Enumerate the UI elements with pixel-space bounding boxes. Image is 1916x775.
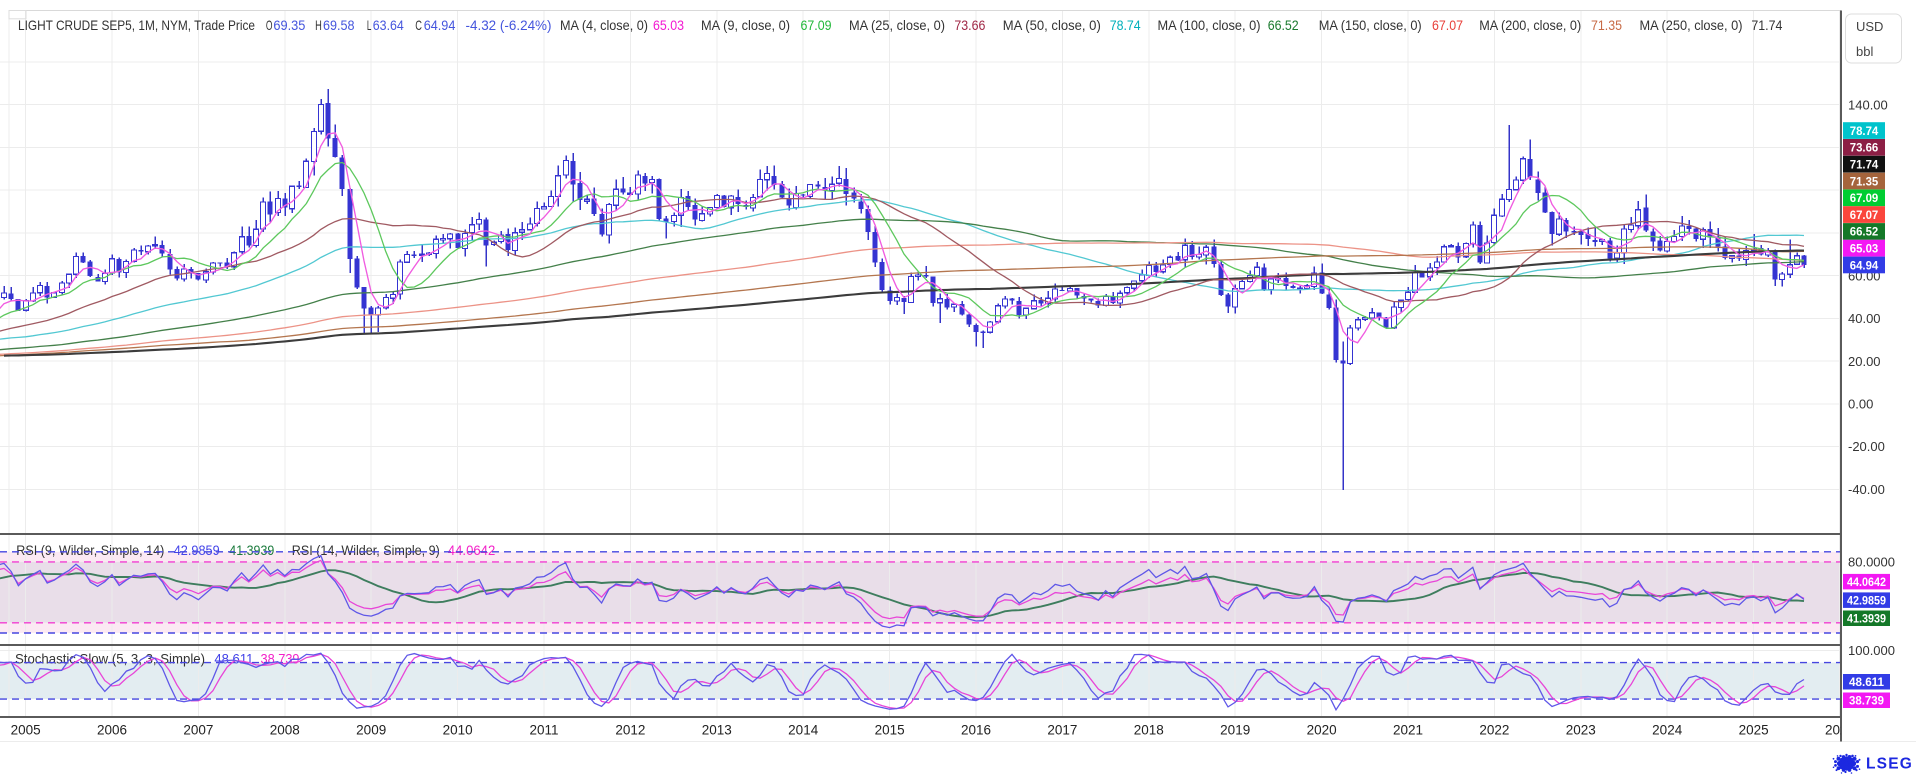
svg-text:71.74: 71.74 [1850,158,1879,172]
svg-text:71.35: 71.35 [1591,17,1622,33]
svg-text:2005: 2005 [11,723,41,738]
svg-text:LIGHT CRUDE SEP5, 1M, NYM, Tra: LIGHT CRUDE SEP5, 1M, NYM, Trade Price [18,17,255,33]
svg-text:38.739: 38.739 [1849,694,1884,708]
svg-text:71.35: 71.35 [1850,174,1879,188]
svg-text:100.000: 100.000 [1848,643,1895,658]
svg-text:2019: 2019 [1220,723,1250,738]
svg-text:Stochastic Slow (5, 3, 3, Simp: Stochastic Slow (5, 3, 3, Simple) [15,651,205,667]
svg-text:0.00: 0.00 [1848,397,1873,412]
svg-text:71.74: 71.74 [1751,17,1782,33]
svg-text:2020: 2020 [1307,723,1337,738]
svg-text:2026: 2026 [1825,723,1855,738]
svg-text:20.00: 20.00 [1848,354,1881,369]
svg-text:H: H [315,17,322,33]
svg-text:41.3939: 41.3939 [229,542,274,558]
svg-text:2007: 2007 [183,723,213,738]
svg-text:64.94: 64.94 [424,17,456,33]
svg-text:2012: 2012 [615,723,645,738]
svg-text:O: O [266,17,273,33]
svg-text:69.35: 69.35 [273,17,305,33]
svg-text:MA (4, close, 0): MA (4, close, 0) [560,17,648,33]
svg-text:RSI (9, Wilder, Simple, 14): RSI (9, Wilder, Simple, 14) [16,542,164,558]
svg-text:66.52: 66.52 [1850,225,1879,239]
svg-text:2014: 2014 [788,723,819,738]
svg-text:69.58: 69.58 [323,17,355,33]
svg-text:-40.00: -40.00 [1848,482,1885,497]
svg-text:78.74: 78.74 [1850,124,1879,138]
svg-text:73.66: 73.66 [954,17,985,33]
svg-text:2006: 2006 [97,723,127,738]
svg-text:140.00: 140.00 [1848,97,1888,112]
svg-text:2017: 2017 [1047,723,1077,738]
svg-text:RSI (14, Wilder, Simple, 9): RSI (14, Wilder, Simple, 9) [292,542,440,558]
svg-text:MA (25, close, 0): MA (25, close, 0) [849,17,945,33]
svg-text:80.0000: 80.0000 [1848,555,1895,570]
svg-text:MA (9, close, 0): MA (9, close, 0) [701,17,790,33]
svg-text:2016: 2016 [961,723,991,738]
svg-text:-20.00: -20.00 [1848,439,1885,454]
svg-text:2018: 2018 [1134,723,1164,738]
svg-text:LSEG: LSEG [1866,756,1913,773]
svg-text:2013: 2013 [702,723,732,738]
svg-text:64.94: 64.94 [1850,258,1879,272]
svg-text:63.64: 63.64 [373,17,404,33]
svg-text:65.03: 65.03 [653,17,684,33]
svg-text:2010: 2010 [443,723,473,738]
svg-text:MA (250, close, 0): MA (250, close, 0) [1640,17,1743,33]
svg-text:2015: 2015 [875,723,905,738]
svg-text:66.52: 66.52 [1268,17,1299,33]
svg-text:-4.32 (-6.24%): -4.32 (-6.24%) [466,17,552,33]
svg-text:67.07: 67.07 [1850,208,1879,222]
svg-text:73.66: 73.66 [1850,141,1879,155]
svg-text:bbl: bbl [1856,44,1873,59]
svg-text:2024: 2024 [1652,723,1683,738]
svg-text:C: C [415,17,422,33]
svg-text:2025: 2025 [1739,723,1769,738]
svg-text:42.9859: 42.9859 [1847,593,1886,607]
svg-text:2009: 2009 [356,723,386,738]
svg-text:67.09: 67.09 [1850,191,1879,205]
svg-text:MA (50, close, 0): MA (50, close, 0) [1003,17,1101,33]
svg-text:67.07: 67.07 [1432,17,1463,33]
svg-text:MA (100, close, 0): MA (100, close, 0) [1158,17,1261,33]
svg-text:41.3939: 41.3939 [1847,612,1886,626]
svg-text:65.03: 65.03 [1850,242,1879,256]
svg-text:67.09: 67.09 [801,17,832,33]
svg-text:40.00: 40.00 [1848,311,1881,326]
svg-text:44.0642: 44.0642 [1847,575,1886,589]
svg-text:2022: 2022 [1479,723,1509,738]
svg-text:44.0642: 44.0642 [448,542,496,558]
svg-text:MA (150, close, 0): MA (150, close, 0) [1319,17,1422,33]
svg-text:42.9859: 42.9859 [174,542,220,558]
svg-text:USD: USD [1856,19,1883,34]
svg-text:MA (200, close, 0): MA (200, close, 0) [1479,17,1581,33]
svg-text:2008: 2008 [270,723,300,738]
svg-text:48.611: 48.611 [1849,675,1884,689]
svg-text:78.74: 78.74 [1110,17,1141,33]
svg-text:2011: 2011 [529,723,558,738]
svg-text:2023: 2023 [1566,723,1596,738]
svg-text:L: L [367,17,372,33]
svg-text:2021: 2021 [1393,723,1423,738]
